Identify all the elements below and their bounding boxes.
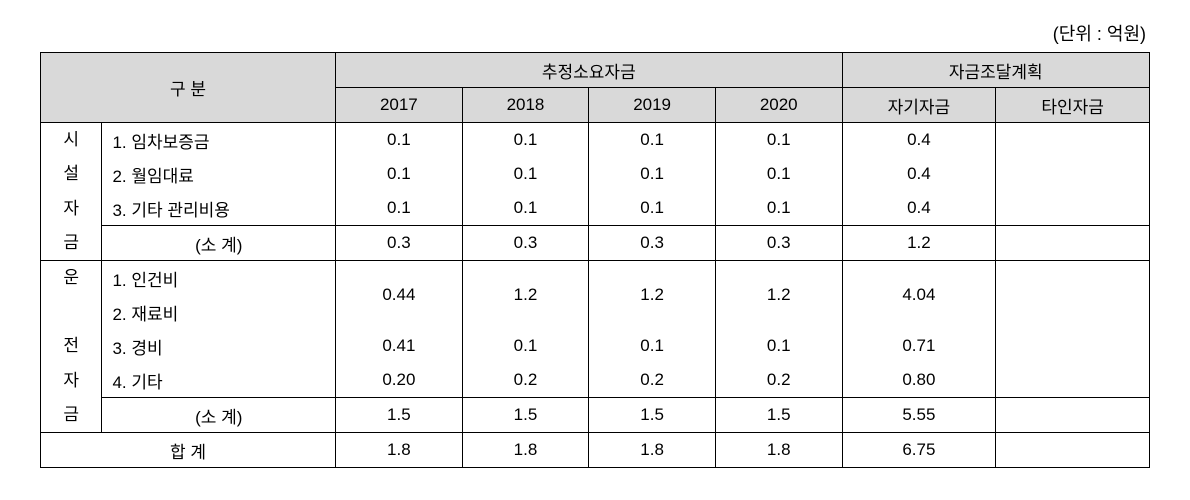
- subtotal-row: 금 (소 계) 0.3 0.3 0.3 0.3 1.2: [41, 226, 1150, 261]
- cell-value: 0.4: [842, 191, 996, 226]
- table-row: 운 1. 인건비 0.44 1.2 1.2 1.2 4.04: [41, 261, 1150, 296]
- cell-value: 0.4: [842, 123, 996, 158]
- total-row: 합 계 1.8 1.8 1.8 1.8 6.75: [41, 433, 1150, 468]
- cell-value: 0.44: [336, 261, 463, 330]
- section2-label-char: 금: [41, 398, 102, 433]
- cell-value: 0.1: [589, 329, 716, 363]
- cell-value: 0.2: [589, 363, 716, 398]
- cell-value: 0.1: [462, 329, 589, 363]
- cell-value: 0.4: [842, 157, 996, 191]
- cell-value: [996, 433, 1150, 468]
- cell-value: 1.5: [336, 398, 463, 433]
- total-label: 합 계: [41, 433, 336, 468]
- cell-value: [996, 363, 1150, 398]
- section1-label-char: 자: [41, 191, 102, 226]
- header-estimated: 추정소요자금: [336, 53, 843, 88]
- section1-label-char: 시: [41, 123, 102, 158]
- subtotal-label: (소 계): [102, 398, 336, 433]
- cell-value: 0.3: [462, 226, 589, 261]
- table-row: 전 3. 경비 0.41 0.1 0.1 0.1 0.71: [41, 329, 1150, 363]
- cell-value: [996, 398, 1150, 433]
- cell-value: 0.1: [462, 191, 589, 226]
- cell-value: [996, 226, 1150, 261]
- row-label: 3. 경비: [102, 329, 336, 363]
- cell-value: 5.55: [842, 398, 996, 433]
- cell-value: 0.1: [336, 157, 463, 191]
- cell-value: [996, 261, 1150, 330]
- table-row: 자 3. 기타 관리비용 0.1 0.1 0.1 0.1 0.4: [41, 191, 1150, 226]
- cell-value: 1.8: [336, 433, 463, 468]
- cell-value: 1.5: [462, 398, 589, 433]
- cell-value: 0.3: [715, 226, 842, 261]
- section1-label-char: 설: [41, 157, 102, 191]
- cell-value: 0.1: [462, 123, 589, 158]
- row-label: 1. 임차보증금: [102, 123, 336, 158]
- header-2017: 2017: [336, 88, 463, 123]
- table-row: 설 2. 월임대료 0.1 0.1 0.1 0.1 0.4: [41, 157, 1150, 191]
- cell-value: 0.2: [462, 363, 589, 398]
- section1-label-char: 금: [41, 226, 102, 261]
- cell-value: 0.80: [842, 363, 996, 398]
- header-2019: 2019: [589, 88, 716, 123]
- row-label: 2. 재료비: [102, 295, 336, 329]
- header-self-fund: 자기자금: [842, 88, 996, 123]
- cell-value: 1.5: [589, 398, 716, 433]
- header-funding: 자금조달계획: [842, 53, 1149, 88]
- cell-value: 0.20: [336, 363, 463, 398]
- cell-value: 1.2: [715, 261, 842, 330]
- header-row-1: 구 분 추정소요자금 자금조달계획: [41, 53, 1150, 88]
- cell-value: [996, 123, 1150, 158]
- cell-value: 0.1: [336, 123, 463, 158]
- cell-value: 1.8: [715, 433, 842, 468]
- cell-value: 0.2: [715, 363, 842, 398]
- cell-value: 0.1: [715, 191, 842, 226]
- cell-value: 4.04: [842, 261, 996, 330]
- cell-value: [996, 157, 1150, 191]
- cell-value: [996, 329, 1150, 363]
- cell-value: 0.3: [336, 226, 463, 261]
- cell-value: 1.2: [842, 226, 996, 261]
- cell-value: 0.1: [589, 157, 716, 191]
- table-row: 시 1. 임차보증금 0.1 0.1 0.1 0.1 0.4: [41, 123, 1150, 158]
- cell-value: 1.5: [715, 398, 842, 433]
- cell-value: 1.8: [589, 433, 716, 468]
- header-other-fund: 타인자금: [996, 88, 1150, 123]
- cell-value: 1.2: [462, 261, 589, 330]
- funding-table: 구 분 추정소요자금 자금조달계획 2017 2018 2019 2020 자기…: [40, 52, 1150, 468]
- row-label: 3. 기타 관리비용: [102, 191, 336, 226]
- cell-value: 6.75: [842, 433, 996, 468]
- unit-label: (단위 : 억원): [40, 20, 1150, 46]
- header-category: 구 분: [41, 53, 336, 123]
- cell-value: 0.1: [589, 123, 716, 158]
- cell-value: 0.1: [336, 191, 463, 226]
- section2-label-char: 자: [41, 363, 102, 398]
- table-row: 자 4. 기타 0.20 0.2 0.2 0.2 0.80: [41, 363, 1150, 398]
- subtotal-label: (소 계): [102, 226, 336, 261]
- header-2018: 2018: [462, 88, 589, 123]
- cell-value: 0.1: [715, 157, 842, 191]
- cell-value: 1.8: [462, 433, 589, 468]
- cell-value: [996, 191, 1150, 226]
- subtotal-row: 금 (소 계) 1.5 1.5 1.5 1.5 5.55: [41, 398, 1150, 433]
- cell-value: 0.1: [462, 157, 589, 191]
- cell-value: 0.71: [842, 329, 996, 363]
- cell-value: 0.3: [589, 226, 716, 261]
- header-2020: 2020: [715, 88, 842, 123]
- cell-value: 0.1: [715, 329, 842, 363]
- cell-value: 0.1: [589, 191, 716, 226]
- row-label: 2. 월임대료: [102, 157, 336, 191]
- row-label: 4. 기타: [102, 363, 336, 398]
- section2-label-blank: [41, 295, 102, 329]
- section2-label-char: 운: [41, 261, 102, 296]
- section2-label-char: 전: [41, 329, 102, 363]
- cell-value: 0.1: [715, 123, 842, 158]
- row-label: 1. 인건비: [102, 261, 336, 296]
- cell-value: 1.2: [589, 261, 716, 330]
- cell-value: 0.41: [336, 329, 463, 363]
